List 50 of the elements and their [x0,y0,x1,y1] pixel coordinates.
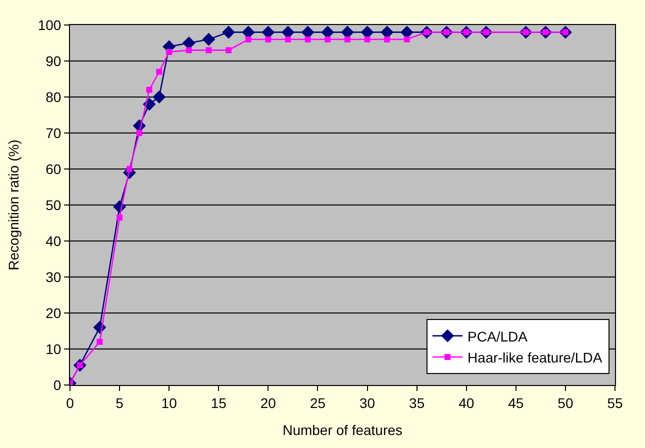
x-tick-label: 20 [260,394,276,411]
legend-label: PCA/LDA [468,328,528,344]
point [344,36,350,42]
x-tick-label: 55 [607,394,623,411]
point [186,47,192,54]
x-tick-label: 10 [161,394,178,411]
x-tick-label: 15 [210,394,227,411]
x-tick-label: 35 [409,394,425,411]
point [384,36,390,42]
y-tick-label: 100 [38,16,62,33]
x-axis-title: Number of features [282,422,402,438]
y-tick-label: 20 [46,304,62,321]
y-tick-label: 30 [46,268,62,285]
y-axis-title: Recognition ratio (%) [5,140,22,270]
point [96,338,103,345]
point [364,36,370,42]
x-tick-label: 25 [310,394,326,411]
point [156,68,162,75]
y-tick-label: 50 [46,196,62,213]
y-tick-label: 0 [53,376,62,393]
legend-label: Haar-like feature/LDA [468,349,603,366]
point [304,36,311,42]
point [265,36,272,42]
y-tick-label: 90 [46,52,62,69]
point [136,130,142,136]
point [206,47,212,54]
point [126,166,132,172]
y-tick-label: 10 [46,340,62,357]
x-tick-label: 5 [116,394,124,411]
point [202,32,216,46]
point [166,49,172,55]
y-tick-label: 80 [46,88,62,105]
point [285,36,291,42]
point [146,86,152,93]
x-tick-label: 50 [558,394,574,411]
point [116,214,123,221]
x-tick-label: 45 [508,394,524,411]
point [404,36,410,42]
point [182,36,196,50]
point [324,36,331,42]
point [222,26,236,39]
x-tick-label: 0 [66,394,74,411]
y-tick-label: 40 [46,232,62,249]
point [152,90,166,104]
y-tick-label: 60 [46,160,62,177]
x-tick-label: 30 [359,394,376,411]
point [226,47,232,54]
point [245,36,252,42]
y-tick-label: 70 [46,124,62,141]
x-tick-label: 40 [458,394,474,411]
